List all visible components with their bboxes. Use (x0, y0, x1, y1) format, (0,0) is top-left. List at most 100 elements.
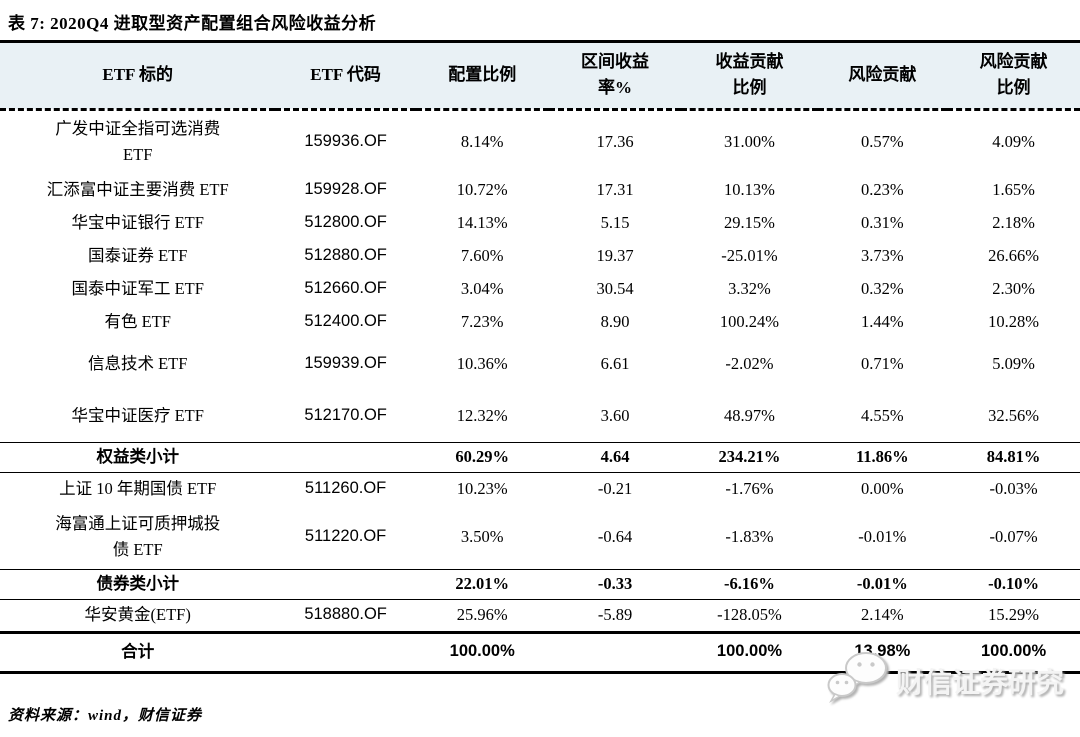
value-cell: 19.37 (596, 245, 634, 265)
etf-table: ETF 标的 ETF 代码 配置比例 区间收益 率% 收益贡献 比例 风险贡献 风险贡献 比例 广… (0, 43, 1080, 674)
value-cell: 0.32% (861, 278, 904, 298)
value-cell: 29.15% (724, 212, 775, 232)
value-cell: 10.23% (456, 478, 508, 498)
watermark-label: 财信证券研究 (895, 668, 1064, 699)
value-cell: 4.55% (861, 405, 904, 425)
value-cell: 0.31% (861, 212, 904, 232)
table-title: 表 7: 2020Q4 进取型资产配置组合风险收益分析 (0, 0, 1080, 43)
table-row: 华宝中证医疗 ETF 512170.OF 12.32% 3.60 48.97% 4.55%… (0, 390, 1080, 442)
value-cell: -1.83% (725, 526, 774, 546)
etf-name-cell: 华宝中证医疗 ETF (71, 405, 204, 425)
table-row: 有色 ETF 512400.OF 7.23% 8.90 100.24% 1.44% 10.2… (0, 305, 1080, 338)
etf-name-cell: 汇添富中证主要消费 ETF (46, 179, 229, 199)
value-cell: 5.15 (600, 212, 630, 232)
etf-code-cell (275, 630, 416, 674)
etf-name-cell: 上证 10 年期国债 ETF (59, 478, 217, 498)
etf-code-cell: 512660.OF (304, 278, 387, 297)
etf-code-cell: 512400.OF (304, 311, 387, 330)
column-header-code: ETF 代码 (275, 43, 416, 109)
value-cell: -128.05% (717, 605, 782, 625)
value-cell (548, 630, 682, 674)
etf-code-cell: 511260.OF (304, 478, 387, 497)
value-cell: -0.33 (548, 568, 682, 600)
value-cell: 3.04% (460, 278, 504, 298)
table-row: 国泰中证军工 ETF 512660.OF 3.04% 30.54 3.32% 0.32% 2… (0, 272, 1080, 305)
table-row: 汇添富中证主要消费 ETF 159928.OF 10.72% 17.31 10.13% 0… (0, 173, 1080, 206)
etf-name-cell: 债券类小计 (0, 568, 276, 600)
value-cell: 10.13% (724, 179, 775, 199)
value-cell: 6.61 (600, 354, 630, 374)
value-cell: -5.89 (597, 605, 633, 625)
value-cell: 25.96% (456, 605, 508, 625)
value-cell: 12.32% (456, 405, 508, 425)
value-cell: 10.28% (988, 311, 1039, 331)
value-cell: 26.66% (988, 245, 1039, 265)
source-note: 资料来源：wind，财信证券 (8, 707, 203, 724)
etf-name-cell: 海富通上证可质押城投债 ETF (55, 514, 221, 559)
table-row: 债券类小计 22.01% -0.33 -6.16% -0.01% -0.10% (0, 568, 1080, 600)
value-cell: -0.21 (597, 478, 633, 498)
etf-code-cell: 518880.OF (304, 605, 387, 624)
table-row: 合计 100.00% 100.00% 13.98% 100.00% (0, 630, 1080, 674)
etf-code-cell: 159928.OF (304, 179, 387, 198)
value-cell: -1.76% (725, 478, 774, 498)
value-cell: 10.36% (456, 354, 508, 374)
table-row: 广发中证全指可选消费 ETF 159936.OF 8.14% 17.36 31.00% 0.… (0, 109, 1080, 173)
value-cell: 14.13% (456, 212, 508, 232)
value-cell: 100.00% (415, 630, 549, 674)
value-cell: 3.50% (460, 526, 504, 546)
table-row: 华安黄金(ETF) 518880.OF 25.96% -5.89 -128.05% 2.1… (0, 599, 1080, 632)
column-header-alloc: 配置比例 (415, 43, 549, 109)
value-cell: -25.01% (721, 245, 778, 265)
etf-code-cell (275, 441, 416, 473)
value-cell: 11.86% (817, 441, 948, 473)
value-cell: 4.09% (992, 131, 1035, 151)
value-cell: 15.29% (988, 605, 1039, 625)
value-cell: -0.07% (989, 526, 1038, 546)
value-cell: 13.98% (817, 630, 948, 674)
value-cell: 100.00% (681, 630, 818, 674)
value-cell: 5.09% (992, 354, 1035, 374)
value-cell: 30.54 (596, 278, 634, 298)
brand-watermark: 财信证券研究 (826, 650, 1064, 712)
column-header-interval-return: 区间收益 率% (548, 43, 682, 109)
etf-code-cell: 511220.OF (304, 526, 387, 545)
etf-code-cell: 159936.OF (304, 131, 387, 150)
value-cell: 8.90 (600, 311, 630, 331)
etf-name-cell: 广发中证全指可选消费 ETF (55, 119, 221, 164)
etf-name-cell: 权益类小计 (0, 441, 276, 473)
etf-code-cell: 159939.OF (304, 354, 387, 373)
value-cell: 7.60% (460, 245, 504, 265)
etf-name-cell: 信息技术 ETF (87, 354, 188, 374)
value-cell: 17.31 (596, 179, 634, 199)
value-cell: 2.18% (992, 212, 1035, 232)
etf-code-cell: 512170.OF (304, 405, 387, 424)
wechat-icon (826, 650, 888, 712)
table-row: 信息技术 ETF 159939.OF 10.36% 6.61 -2.02% 0.71% 5.… (0, 338, 1080, 390)
etf-name-cell: 合计 (0, 630, 276, 674)
column-header-name: ETF 标的 (0, 43, 276, 109)
value-cell: 3.73% (861, 245, 904, 265)
value-cell: 60.29% (415, 441, 549, 473)
etf-code-cell: 512800.OF (304, 212, 387, 231)
value-cell: -2.02% (725, 354, 774, 374)
value-cell: 0.71% (861, 354, 904, 374)
value-cell: 234.21% (681, 441, 818, 473)
table-body: 广发中证全指可选消费 ETF 159936.OF 8.14% 17.36 31.00% 0.… (0, 109, 1080, 674)
etf-name-cell: 华安黄金(ETF) (84, 605, 191, 625)
etf-name-cell: 国泰证券 ETF (87, 245, 188, 265)
table-row: 海富通上证可质押城投债 ETF 511220.OF 3.50% -0.64 -1.83%… (0, 505, 1080, 569)
value-cell: 22.01% (415, 568, 549, 600)
value-cell: 7.23% (460, 311, 504, 331)
value-cell: 4.64 (548, 441, 682, 473)
table-row: 国泰证券 ETF 512880.OF 7.60% 19.37 -25.01% 3.73% 2… (0, 239, 1080, 272)
value-cell: 2.14% (861, 605, 904, 625)
value-cell: -0.01% (858, 526, 907, 546)
header-row: ETF 标的 ETF 代码 配置比例 区间收益 率% 收益贡献 比例 风险贡献 风险贡献 比例 (0, 43, 1080, 109)
column-header-return-contrib: 收益贡献 比例 (681, 43, 818, 109)
column-header-risk-contrib: 风险贡献 (817, 43, 948, 109)
value-cell: 0.00% (861, 478, 904, 498)
etf-name-cell: 国泰中证军工 ETF (71, 278, 204, 298)
table-row: 华宝中证银行 ETF 512800.OF 14.13% 5.15 29.15% 0.31%… (0, 206, 1080, 239)
